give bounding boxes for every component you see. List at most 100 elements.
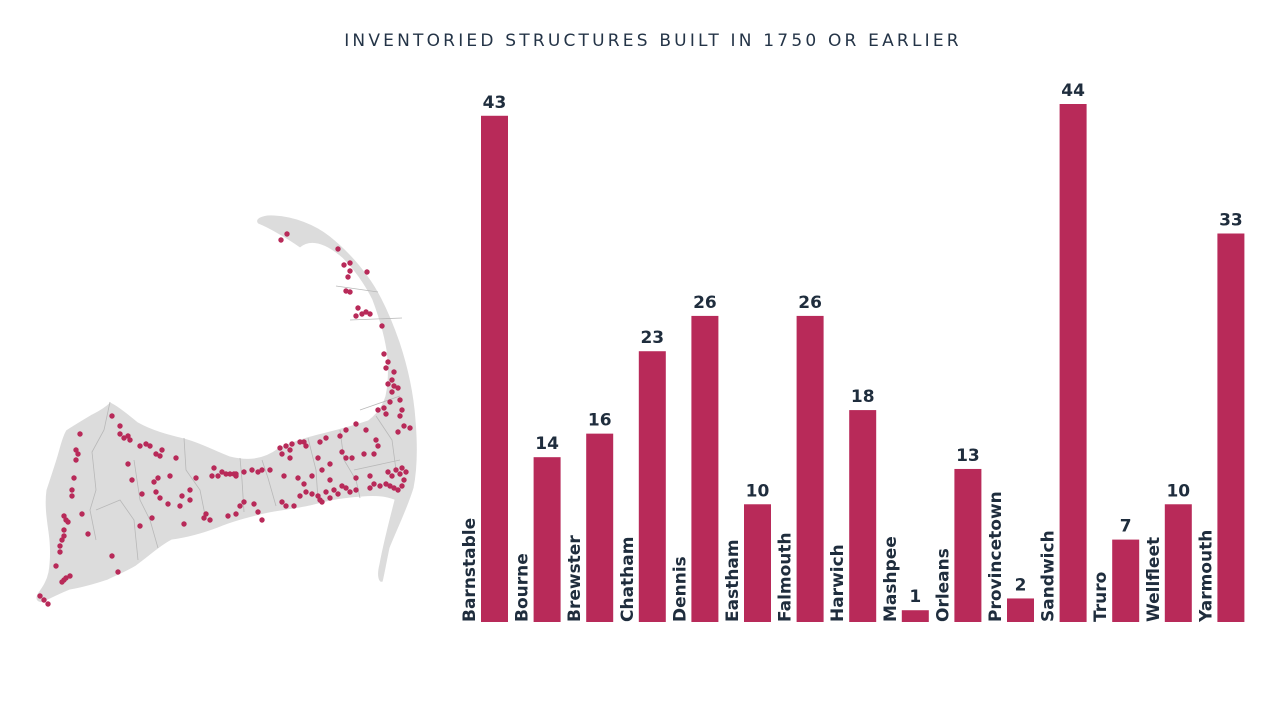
category-label-truro: Truro (1091, 572, 1111, 622)
structure-marker (209, 473, 215, 479)
structure-marker (233, 473, 239, 479)
structure-marker (385, 381, 391, 387)
structure-marker (383, 481, 389, 487)
structure-marker (327, 477, 333, 483)
structure-marker (301, 439, 307, 445)
structure-marker (319, 499, 325, 505)
structure-marker (284, 231, 290, 237)
structure-marker (297, 439, 303, 445)
structure-marker (403, 469, 409, 475)
structure-marker (137, 523, 143, 529)
structure-marker (61, 533, 67, 539)
structure-marker (79, 511, 85, 517)
value-label-bourne: 14 (535, 434, 559, 454)
structure-marker (233, 511, 239, 517)
structure-marker (399, 465, 405, 471)
structure-marker (391, 485, 397, 491)
structure-marker (278, 237, 284, 243)
structure-marker (279, 499, 285, 505)
structure-marker (327, 495, 333, 501)
structure-marker (387, 483, 393, 489)
structure-marker (59, 537, 65, 543)
structure-marker (371, 451, 377, 457)
structure-marker (225, 513, 231, 519)
structure-marker (323, 435, 329, 441)
bar-harwich (849, 410, 877, 622)
category-label-bourne: Bourne (513, 553, 533, 622)
bar-dennis (691, 315, 719, 622)
structure-marker (353, 487, 359, 493)
structure-marker (125, 461, 131, 467)
structure-marker (371, 481, 377, 487)
structure-marker (303, 489, 309, 495)
category-label-chatham: Chatham (618, 537, 638, 622)
structure-marker (255, 469, 261, 475)
structure-marker (41, 597, 47, 603)
structure-marker (149, 515, 155, 521)
structure-marker (381, 351, 387, 357)
structure-marker (343, 485, 349, 491)
value-label-orleans: 13 (956, 446, 980, 466)
structure-marker (201, 515, 207, 521)
bar-yarmouth (1217, 233, 1245, 622)
structure-marker (151, 479, 157, 485)
structure-marker (379, 323, 385, 329)
structure-marker (237, 503, 243, 509)
structure-marker (291, 503, 297, 509)
bar-bourne (533, 457, 561, 622)
town-boundaries (89, 285, 403, 561)
bar-brewster (586, 433, 614, 622)
structure-marker (287, 455, 293, 461)
structure-marker (383, 365, 389, 371)
structure-marker (71, 475, 77, 481)
value-label-mashpee: 1 (909, 587, 921, 607)
structure-marker (317, 439, 323, 445)
structure-marker (259, 517, 265, 523)
value-label-harwich: 18 (851, 387, 875, 407)
structure-marker (283, 443, 289, 449)
structure-marker (389, 389, 395, 395)
structure-marker (363, 427, 369, 433)
structure-marker (367, 473, 373, 479)
structure-marker (301, 481, 307, 487)
bar-sandwich (1059, 104, 1087, 622)
structure-marker (309, 491, 315, 497)
structure-marker (77, 431, 83, 437)
structure-marker (165, 501, 171, 507)
category-label-yarmouth: Yarmouth (1196, 530, 1216, 623)
structure-marker (85, 531, 91, 537)
category-label-brewster: Brewster (565, 535, 585, 622)
structure-marker (167, 473, 173, 479)
structure-marker (363, 309, 369, 315)
bar-provincetown (1007, 598, 1034, 622)
structure-marker (37, 593, 43, 599)
structure-marker (375, 443, 381, 449)
structure-marker (45, 601, 51, 607)
bar-falmouth (796, 315, 824, 622)
structure-marker (335, 246, 341, 252)
category-label-wellfleet: Wellfleet (1144, 537, 1164, 622)
structure-marker (187, 497, 193, 503)
value-label-yarmouth: 33 (1219, 211, 1243, 231)
category-label-falmouth: Falmouth (776, 532, 796, 622)
bar-chatham (638, 351, 666, 622)
structure-marker (227, 471, 233, 477)
chart-title: INVENTORIED STRUCTURES BUILT IN 1750 OR … (344, 31, 962, 51)
structure-marker (295, 475, 301, 481)
structure-marker (177, 503, 183, 509)
structure-marker (391, 383, 397, 389)
value-label-wellfleet: 10 (1166, 481, 1190, 501)
structure-marker (67, 573, 73, 579)
bar-barnstable (481, 115, 508, 622)
structure-marker (349, 455, 355, 461)
structure-marker (397, 413, 403, 419)
structure-marker (137, 443, 143, 449)
structure-marker (397, 397, 403, 403)
structure-marker (401, 477, 407, 483)
structure-marker (407, 425, 413, 431)
value-label-barnstable: 43 (483, 93, 507, 113)
structure-marker (339, 483, 345, 489)
category-label-dennis: Dennis (670, 556, 690, 622)
structure-marker (297, 493, 303, 499)
structure-marker (359, 311, 365, 317)
